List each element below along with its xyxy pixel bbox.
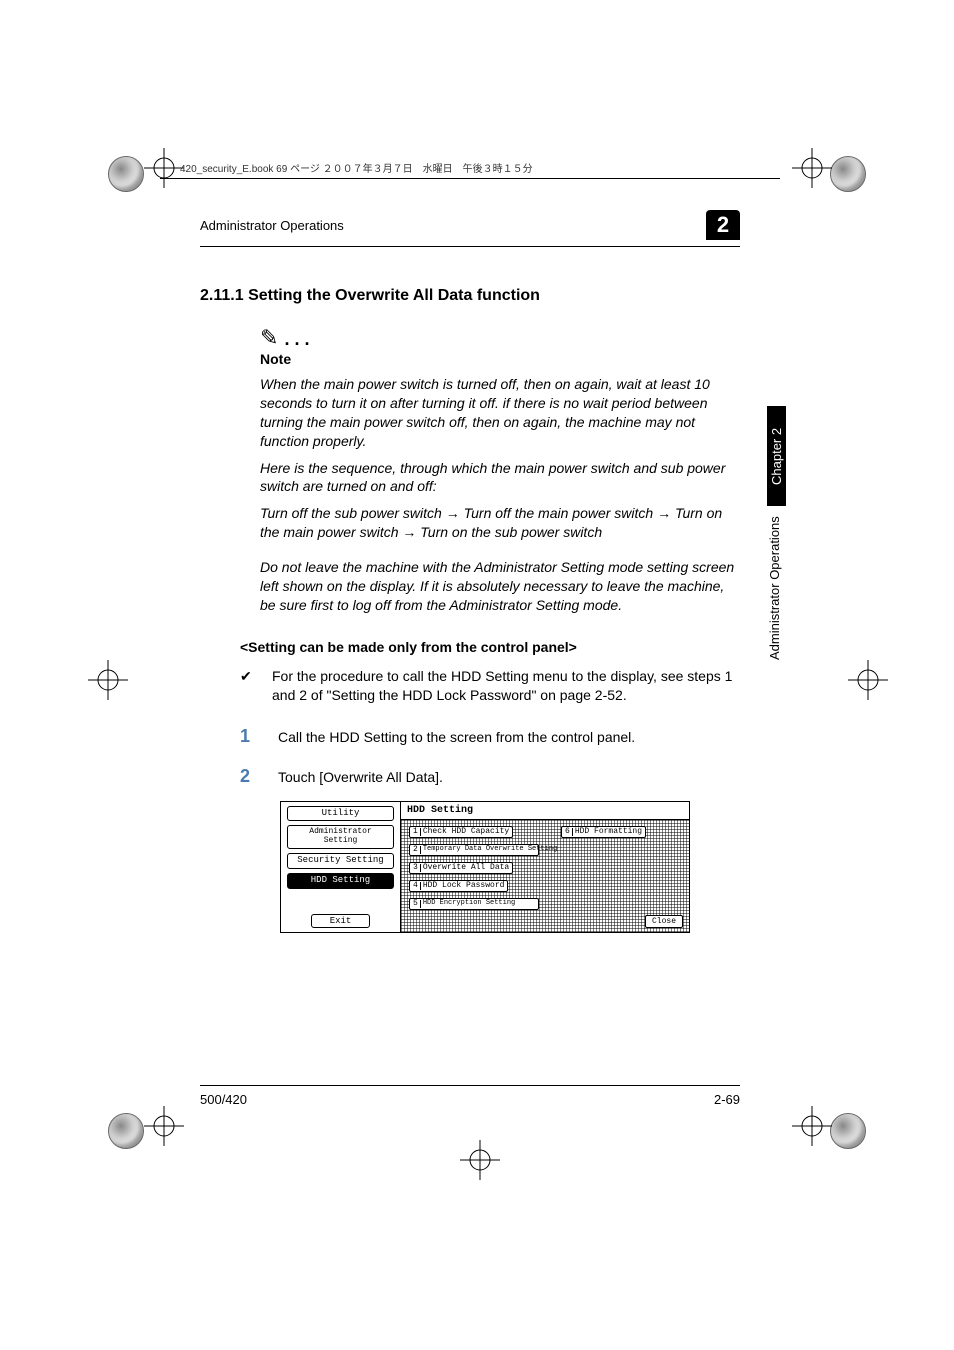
registration-mark xyxy=(144,148,184,188)
page-footer: 500/420 2-69 xyxy=(200,1085,740,1107)
note-label: Note xyxy=(260,351,740,367)
registration-mark xyxy=(792,1106,832,1146)
side-chapter: Chapter 2 xyxy=(767,406,786,506)
registration-mark xyxy=(460,1140,500,1180)
registration-mark xyxy=(144,1106,184,1146)
side-tab: Administrator Operations Chapter 2 xyxy=(767,320,786,660)
hdd-temp-overwrite-button[interactable]: 2 Temporary Data Overwrite Setting xyxy=(409,844,539,856)
step-text: Call the HDD Setting to the screen from … xyxy=(278,727,635,745)
hdd-encryption-button[interactable]: 5 HDD Encryption Setting xyxy=(409,898,539,910)
note-icon: ✎ . . . xyxy=(260,325,740,351)
hdd-formatting-button[interactable]: 6 HDD Formatting xyxy=(561,826,646,838)
prerequisite-item: ✔ For the procedure to call the HDD Sett… xyxy=(240,667,740,705)
hdd-lock-password-button[interactable]: 4 HDD Lock Password xyxy=(409,880,508,892)
section-name: Setting the Overwrite All Data function xyxy=(248,287,540,304)
footer-model: 500/420 xyxy=(200,1092,247,1107)
binder-hole xyxy=(108,156,144,192)
panel-main: HDD Setting 1 Check HDD Capacity 2 Tempo… xyxy=(401,802,689,932)
note-paragraph: Turn off the sub power switch → Turn off… xyxy=(260,504,740,542)
registration-mark xyxy=(88,660,128,700)
hdd-check-capacity-button[interactable]: 1 Check HDD Capacity xyxy=(409,826,513,838)
step-text: Touch [Overwrite All Data]. xyxy=(278,767,443,785)
step-number: 2 xyxy=(240,767,254,785)
header-title: Administrator Operations xyxy=(200,218,344,233)
binder-hole xyxy=(830,1113,866,1149)
binder-hole xyxy=(830,156,866,192)
note-paragraph: Do not leave the machine with the Admini… xyxy=(260,558,740,615)
step-number: 1 xyxy=(240,727,254,745)
note-paragraph: Here is the sequence, through which the … xyxy=(260,459,740,497)
step-item: 2 Touch [Overwrite All Data]. xyxy=(240,767,740,785)
close-button[interactable]: Close xyxy=(645,915,683,928)
tab-admin-setting[interactable]: Administrator Setting xyxy=(287,825,394,849)
exit-button[interactable]: Exit xyxy=(311,914,370,928)
page-header: Administrator Operations 2 xyxy=(200,210,740,247)
tab-utility[interactable]: Utility xyxy=(287,806,394,822)
step-item: 1 Call the HDD Setting to the screen fro… xyxy=(240,727,740,745)
checkmark-icon: ✔ xyxy=(240,667,256,705)
note-paragraph: When the main power switch is turned off… xyxy=(260,375,740,451)
sub-heading: <Setting can be made only from the contr… xyxy=(240,639,740,655)
panel-sidebar: Utility Administrator Setting Security S… xyxy=(281,802,401,932)
section-number: 2.11.1 xyxy=(200,287,244,304)
doc-header-rule xyxy=(160,178,780,179)
chapter-number: 2 xyxy=(706,210,740,240)
binder-hole xyxy=(108,1113,144,1149)
prerequisite-text: For the procedure to call the HDD Settin… xyxy=(272,667,740,705)
footer-page: 2-69 xyxy=(714,1092,740,1107)
registration-mark xyxy=(792,148,832,188)
control-panel-screenshot: Utility Administrator Setting Security S… xyxy=(280,801,690,933)
side-section: Administrator Operations xyxy=(767,516,786,660)
tab-security-setting[interactable]: Security Setting xyxy=(287,853,394,869)
section-title: 2.11.1 Setting the Overwrite All Data fu… xyxy=(200,287,740,305)
registration-mark xyxy=(848,660,888,700)
tab-hdd-setting[interactable]: HDD Setting xyxy=(287,873,394,889)
panel-title: HDD Setting xyxy=(401,802,689,820)
doc-header: 420_security_E.book 69 ページ ２００７年３月７日 水曜日… xyxy=(180,160,533,179)
hdd-overwrite-all-button[interactable]: 3 Overwrite All Data xyxy=(409,862,513,874)
